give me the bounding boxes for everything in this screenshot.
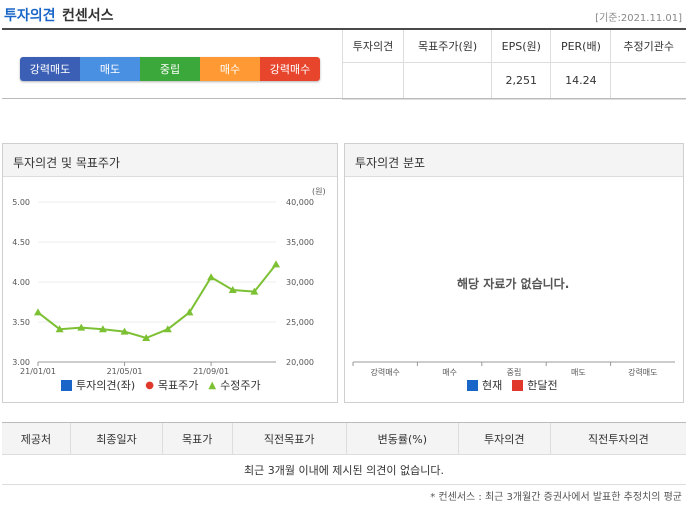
opinions-header-cell: 제공처 [2,422,71,455]
y-right-tick-label: 20,000 [286,358,314,367]
square-swatch-icon [512,379,524,391]
legend-item: 한달전 [512,377,558,393]
summary-header-cell: 추정기관수 [610,30,686,63]
adjusted-price-point [98,325,107,333]
legend-item: 현재 [467,377,502,393]
opinion-target-chart: 5.00 40,000 4.50 35,000 4.00 30,000 3.50 25,000… [12,187,326,376]
legend-label: 한달전 [527,379,558,392]
y-left-tick-label: 3.50 [12,318,30,327]
square-swatch-icon [61,379,72,391]
legend-label: 목표주가 [157,379,199,392]
no-data-message: 해당 자료가 없습니다. [457,277,570,291]
rating-scale-item: 중립 [140,57,200,81]
y-right-tick-label: 40,000 [286,198,314,207]
x-tick-label: 21/05/01 [107,367,143,376]
footnote: * 컨센서스 : 최근 3개월간 증권사에서 발표한 추정치의 평균 [430,492,682,503]
adjusted-price-point [142,334,151,341]
adjusted-price-point [55,325,64,333]
adjusted-price-point [272,260,280,268]
category-label: 중립 [507,368,522,377]
panel-title: 투자의견 및 목표주가 [3,144,337,177]
distribution-legend: 현재 한달전 [467,377,558,393]
y-right-tick-label: 30,000 [286,278,314,287]
summary-value-cell [402,62,492,100]
summary-value-cell: 14.24 [550,62,611,100]
legend-label: 수정주가 [220,379,261,392]
distribution-axis: 강력매수 매수 중립 매도 강력매도 [352,361,675,377]
header-divider [2,28,686,30]
summary-value-cell: 2,251 [491,62,551,100]
adjusted-price-point [250,287,259,295]
opinions-header-cell: 직전목표가 [231,422,347,455]
summary-header-cell: 목표주가(원) [402,30,492,63]
adjusted-price-point [120,327,129,335]
empty-table-message: 최근 3개월 이내에 제시된 의견이 없습니다. [2,454,686,485]
y-right-unit-label: (원) [312,187,326,196]
adjusted-price-point [207,273,216,281]
opinions-header-cell: 변동률(%) [345,422,459,455]
rating-scale: 강력매도 매도 중립 매수 강력매수 [20,57,320,81]
legend-label: 투자의견(좌) [76,379,136,392]
rating-scale-item: 매도 [80,57,140,81]
y-left-tick-label: 4.00 [12,278,30,287]
adjusted-price-point [185,308,194,316]
summary-value-cell [610,62,686,100]
basis-date: [기준:2021.11.01] [595,13,682,24]
adjusted-price-point [163,325,172,333]
opinion-distribution-panel: 투자의견 분포 해당 자료가 없습니다. 강력매수 매수 중립 매도 강력매도 현재 한달… [344,143,684,403]
square-swatch-icon [467,379,478,391]
adjusted-price-point [77,323,86,331]
adjusted-price-line [37,263,277,340]
category-label: 강력매수 [370,367,399,377]
opinions-header-cell: 목표가 [161,422,232,455]
summary-value-cell [342,62,404,100]
opinion-target-panel: 투자의견 및 목표주가 5.00 40,000 4.50 35,000 4.00 30,0… [2,143,338,403]
panel-title: 투자의견 분포 [345,144,683,177]
opinions-header-cell: 직전투자의견 [549,422,686,455]
summary-header-cell: PER(배) [550,30,611,63]
y-right-tick-label: 35,000 [286,238,314,247]
legend-label: 현재 [482,379,503,392]
adjusted-price-point [228,286,237,293]
opinions-header-cell: 최종일자 [69,422,163,455]
broker-opinions-table: 제공처 최종일자 목표가 직전목표가 변동률(%) 투자의견 직전투자의견 최근 3개월 이… [2,422,686,485]
y-left-tick-label: 4.50 [12,238,30,247]
rating-scale-item: 강력매도 [20,57,80,81]
circle-marker-icon: ● [145,379,154,391]
section-title: 투자의견 [4,8,56,24]
y-left-tick-label: 3.00 [12,358,30,367]
consensus-summary-table: 투자의견 목표주가(원) EPS(원) PER(배) 추정기관수 2,251 14.24 [342,30,686,100]
summary-divider [2,98,686,99]
y-left-tick-label: 5.00 [12,198,30,207]
y-right-tick-label: 25,000 [286,318,314,327]
category-label: 매도 [571,368,586,377]
opinions-header-cell: 투자의견 [457,422,551,455]
legend-item: ▲ 수정주가 [208,377,260,393]
summary-header-cell: 투자의견 [342,30,404,63]
summary-header-cell: EPS(원) [491,30,551,63]
legend-item: ● 목표주가 [145,377,198,393]
triangle-marker-icon: ▲ [208,379,217,391]
x-tick-label: 21/01/01 [20,367,56,376]
category-label: 매수 [442,368,457,377]
x-tick-label: 21/09/01 [193,367,229,376]
category-label: 강력매도 [628,367,657,377]
chart-legend: 투자의견(좌) ● 목표주가 ▲ 수정주가 [61,377,261,393]
legend-item: 투자의견(좌) [61,377,135,393]
rating-scale-item: 강력매수 [260,57,320,81]
section-subtitle: 컨센서스 [62,8,114,24]
rating-scale-item: 매수 [200,57,260,81]
adjusted-price-point [34,308,42,316]
